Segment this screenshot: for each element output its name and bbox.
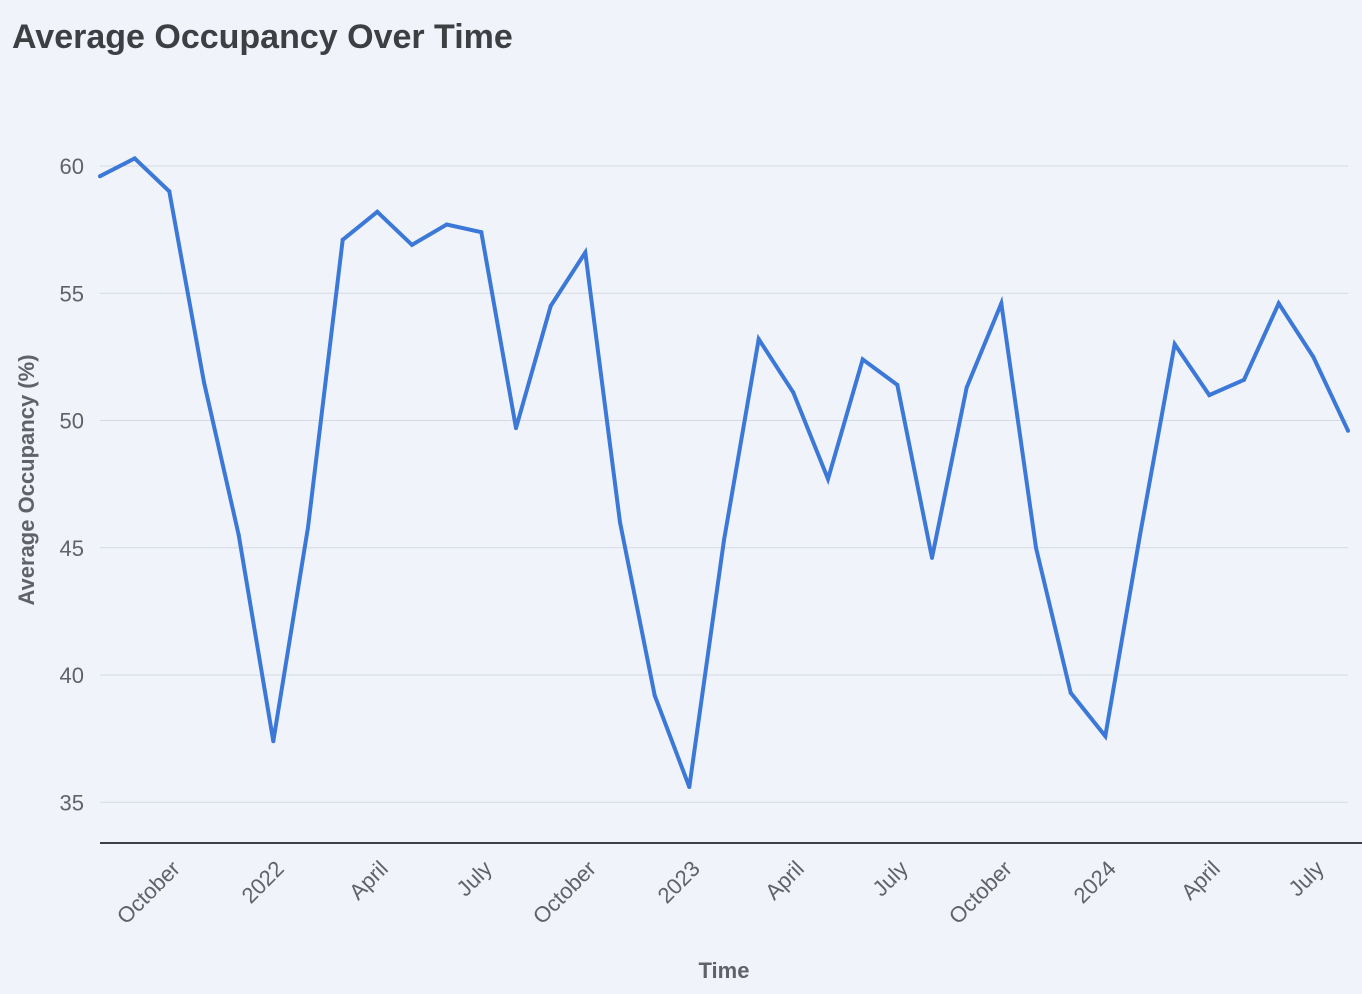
data-point (1034, 545, 1038, 550)
data-point (1346, 428, 1350, 433)
data-point (756, 337, 761, 342)
series-layer (98, 155, 1350, 789)
data-point (340, 237, 345, 242)
x-tick-label: July (1284, 856, 1329, 901)
data-point (860, 357, 865, 362)
x-tick-label: April (344, 856, 393, 905)
series-line (99, 155, 1350, 788)
data-point (1242, 377, 1246, 382)
data-point (306, 525, 310, 530)
y-tick-label: 35 (60, 790, 84, 815)
data-point (479, 230, 484, 235)
x-tick-label: 2022 (237, 856, 289, 908)
data-point (826, 477, 830, 481)
data-point (1311, 354, 1316, 359)
y-tick-label: 55 (60, 281, 84, 306)
data-point (410, 242, 414, 247)
data-point (1276, 301, 1281, 306)
y-axis-title: Average Occupancy (%) (14, 354, 39, 605)
data-point (167, 189, 172, 194)
data-point (652, 693, 657, 698)
x-tick-label: April (1176, 856, 1225, 905)
data-point (132, 156, 137, 161)
data-point (98, 174, 102, 179)
data-point (271, 739, 276, 744)
data-point (999, 301, 1004, 306)
data-point (964, 385, 969, 390)
data-point (791, 390, 796, 395)
data-point (1207, 393, 1212, 398)
x-tick-label: October (112, 856, 185, 929)
y-tick-label: 50 (60, 409, 84, 434)
x-tick-label: 2023 (653, 856, 705, 908)
data-point (548, 304, 553, 308)
x-tick-label: April (760, 856, 809, 905)
data-point (444, 222, 449, 227)
data-point (236, 533, 241, 537)
data-point (722, 538, 726, 543)
data-point (583, 250, 588, 255)
x-tick-label: October (528, 856, 601, 929)
data-point (895, 382, 900, 387)
data-point (687, 785, 692, 789)
y-tick-label: 60 (60, 154, 84, 179)
x-tick-label: July (452, 856, 497, 901)
gridlines (100, 165, 1348, 803)
chart-title: Average Occupancy Over Time (12, 18, 513, 56)
y-axis-ticks: 35 40 45 50 55 60 (60, 154, 84, 815)
data-point (1103, 734, 1108, 739)
data-point (1138, 533, 1142, 537)
x-tick-label: July (868, 856, 913, 901)
x-axis-ticks: October 2022 April July October 2023 April July… (112, 856, 1329, 929)
x-axis-title: Time (699, 958, 750, 983)
data-point (202, 380, 206, 385)
x-tick-label: October (944, 856, 1017, 929)
y-tick-label: 40 (60, 663, 84, 688)
y-tick-label: 45 (60, 536, 84, 561)
data-point (930, 555, 934, 560)
data-point (618, 520, 622, 525)
data-point (514, 426, 518, 431)
data-point (1172, 342, 1177, 347)
x-tick-label: 2024 (1069, 856, 1121, 908)
data-point (1068, 690, 1073, 695)
data-point (375, 209, 380, 214)
